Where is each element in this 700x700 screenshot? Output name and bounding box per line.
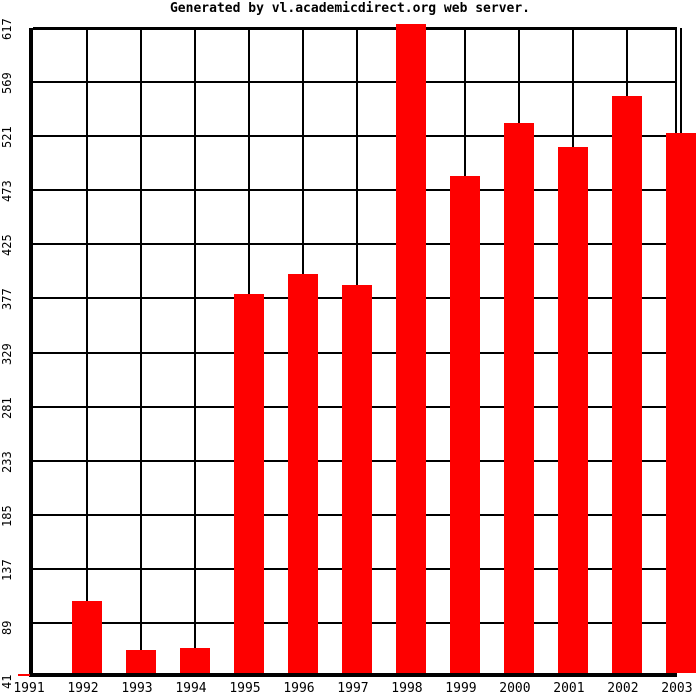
y-tick-label: 233 [0, 450, 14, 473]
y-tick-label: 281 [0, 396, 14, 419]
gridline-vertical [193, 28, 196, 673]
y-tick-label: 185 [0, 505, 14, 527]
plot-area [29, 24, 696, 677]
y-tick-label: 377 [0, 288, 14, 311]
bar-1992 [71, 600, 102, 673]
bar-2002 [611, 96, 642, 673]
gridline-vertical [139, 28, 142, 673]
x-tick-label-2000: 2000 [499, 681, 531, 696]
gridline-horizontal [33, 135, 677, 138]
x-tick-label-2003: 2003 [661, 681, 693, 696]
bar-1995 [233, 294, 264, 673]
y-tick-label: 473 [0, 180, 14, 203]
y-tick-label: 137 [0, 559, 14, 581]
gridline-horizontal [33, 189, 677, 192]
page-title: Generated by vl.academicdirect.org web s… [169, 1, 531, 16]
bar-1994 [179, 648, 210, 673]
y-tick-label: 521 [0, 126, 14, 149]
x-tick-label-1995: 1995 [229, 681, 261, 696]
x-tick-label-1992: 1992 [67, 681, 99, 696]
x-tick-label-1996: 1996 [283, 681, 315, 696]
gridline-horizontal [33, 243, 677, 246]
x-tick-label-1993: 1993 [121, 681, 153, 696]
plot-top-border [33, 28, 677, 30]
y-tick-label: 89 [0, 620, 14, 635]
y-tick-label: 569 [0, 72, 14, 95]
gridline-vertical [85, 28, 88, 673]
x-tick-label-1991: 1991 [13, 681, 45, 696]
bar-1996 [287, 274, 318, 673]
x-tick-label-1998: 1998 [391, 681, 423, 696]
bar-1999 [449, 176, 480, 673]
x-tick-label-1994: 1994 [175, 681, 207, 696]
bar-series [33, 24, 696, 673]
bar-2001 [557, 146, 588, 673]
bar-2003 [665, 133, 696, 673]
x-tick-label-2002: 2002 [607, 681, 639, 696]
bar-2000 [503, 123, 534, 673]
y-tick-label: 329 [0, 342, 14, 365]
y-tick-label: 425 [0, 234, 14, 257]
y-axis-origin-stub [18, 674, 30, 676]
bar-1997 [341, 285, 372, 673]
bar-1998 [395, 24, 426, 673]
x-tick-label-1997: 1997 [337, 681, 369, 696]
y-tick-label: 617 [0, 18, 14, 40]
x-tick-label-1999: 1999 [445, 681, 477, 696]
bar-1993 [125, 650, 156, 673]
x-tick-label-2001: 2001 [553, 681, 585, 696]
gridline-horizontal [33, 27, 677, 29]
gridline-horizontal [33, 81, 677, 84]
